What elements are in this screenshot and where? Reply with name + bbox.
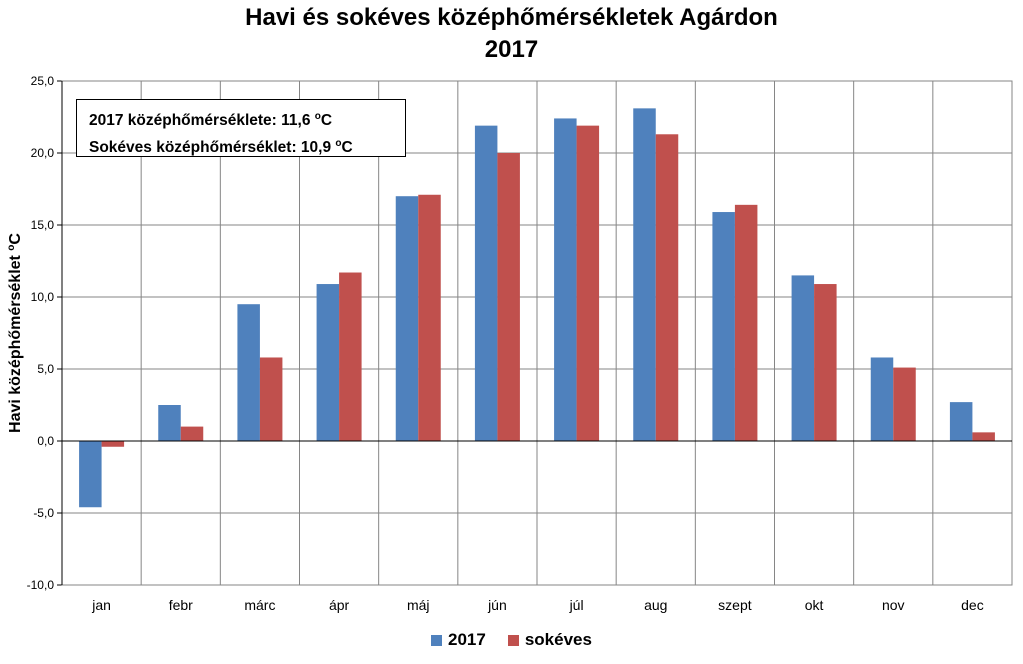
- bar-sokeves-febr: [180, 426, 204, 441]
- bar-2017-febr: [158, 405, 181, 441]
- bar-2017-jún: [474, 125, 498, 441]
- bar-chart: -10,0 -5,0 0,0 5,0 10,0 15,0 20,0 25,0 jan febr má…: [6, 74, 1013, 613]
- legend-label-sokeves: sokéves: [524, 630, 592, 649]
- y-tick-label: 10,0: [31, 290, 55, 304]
- x-tick-label: máj: [407, 597, 430, 613]
- bar-sokeves-szept: [734, 204, 758, 441]
- x-tick-label: szept: [718, 597, 752, 613]
- annual-mean-box: 2017 középhőmérséklete: 11,6 oC Sokéves …: [76, 99, 406, 157]
- bar-2017-dec: [949, 402, 973, 441]
- bar-2017-máj: [395, 196, 419, 441]
- legend-label-2017: 2017: [448, 630, 486, 649]
- bar-2017-jan: [79, 441, 102, 508]
- legend-swatch-2017: [431, 634, 443, 646]
- y-tick-label: -5,0: [33, 506, 54, 520]
- x-tick-label: nov: [882, 597, 905, 613]
- y-tick-label: -10,0: [27, 578, 55, 592]
- bar-sokeves-jún: [497, 153, 520, 441]
- bar-2017-ápr: [316, 284, 340, 441]
- x-tick-label: jún: [487, 597, 507, 613]
- bar-2017-nov: [870, 357, 894, 441]
- x-tick-label: dec: [961, 597, 984, 613]
- x-tick-label: aug: [644, 597, 667, 613]
- y-tick-label: 0,0: [37, 434, 54, 448]
- annual-mean-longterm: Sokéves középhőmérséklet: 10,9 oC: [89, 138, 353, 157]
- y-tick-label: 15,0: [31, 218, 55, 232]
- bar-sokeves-máj: [418, 194, 441, 441]
- chart-title: Havi és sokéves középhőmérsékletek Agárd…: [245, 4, 778, 31]
- x-tick-label: márc: [244, 597, 275, 613]
- bar-sokeves-dec: [972, 432, 995, 441]
- x-tick-label: okt: [805, 597, 824, 613]
- y-tick-label: 25,0: [31, 74, 55, 88]
- annual-mean-2017: 2017 középhőmérséklete: 11,6 oC: [89, 111, 333, 130]
- x-tick-label: ápr: [329, 597, 350, 613]
- bar-2017-júl: [554, 118, 577, 441]
- bar-sokeves-nov: [893, 367, 916, 441]
- y-tick-label: 5,0: [37, 362, 54, 376]
- bar-sokeves-márc: [259, 357, 283, 441]
- chart-subtitle: 2017: [484, 36, 539, 63]
- bar-sokeves-okt: [814, 284, 837, 441]
- bar-2017-szept: [712, 212, 735, 441]
- legend-item-sokeves: sokéves: [507, 630, 592, 650]
- bar-2017-márc: [237, 304, 260, 441]
- bar-sokeves-jan: [101, 441, 125, 447]
- bar-2017-aug: [633, 108, 656, 442]
- legend-item-2017: 2017: [431, 630, 486, 650]
- legend-swatch-sokeves: [507, 634, 519, 646]
- legend: 2017 sokéves: [0, 630, 1023, 650]
- y-axis-label: Havi középhőmérséklet oC: [6, 233, 24, 433]
- bar-sokeves-ápr: [339, 272, 362, 441]
- y-tick-label: 20,0: [31, 146, 55, 160]
- bar-sokeves-aug: [655, 134, 679, 441]
- bar-2017-okt: [791, 275, 815, 441]
- x-tick-label: jan: [91, 597, 111, 613]
- bar-sokeves-júl: [576, 125, 600, 441]
- x-tick-label: júl: [569, 597, 584, 613]
- x-tick-label: febr: [169, 597, 193, 613]
